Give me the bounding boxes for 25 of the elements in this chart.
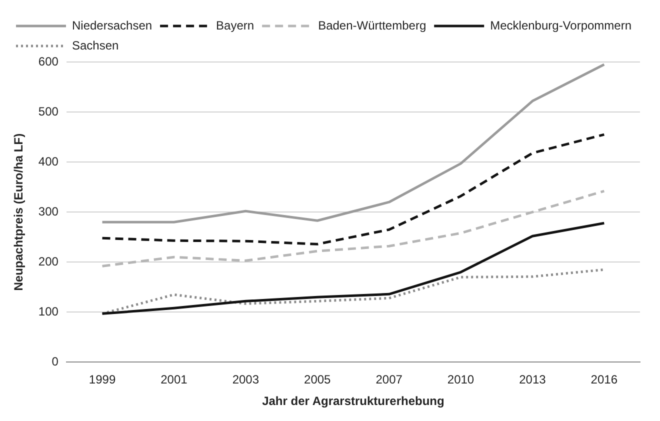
y-tick-label: 0	[52, 354, 59, 369]
x-tick-label: 1999	[88, 372, 116, 387]
legend-label: Bayern	[216, 18, 254, 32]
line-series	[101, 190, 606, 268]
x-tick-label: 2005	[304, 372, 332, 387]
y-tick-label: 300	[38, 204, 59, 218]
x-tick-label: 2003	[232, 372, 260, 387]
y-axis-title: Neupachtpreis (Euro/ha LF)	[12, 133, 26, 291]
x-tick-label: 2001	[160, 372, 188, 387]
line-series	[101, 268, 606, 315]
x-tick-label: 2013	[519, 372, 546, 387]
x-tick-label: 2007	[376, 372, 403, 387]
line-series	[101, 133, 606, 246]
legend-label: Sachsen	[72, 38, 119, 52]
x-tick-label: 2016	[590, 372, 618, 387]
y-tick-label: 100	[38, 304, 59, 318]
y-tick-label: 500	[38, 104, 59, 118]
y-tick-label: 400	[38, 154, 59, 168]
x-tick-label: 2010	[447, 372, 474, 387]
legend-label: Niedersachsen	[72, 18, 152, 32]
x-axis-title: Jahr der Agrarstrukturerhebung	[262, 394, 444, 408]
legend-label: Mecklenburg-Vorpommern	[490, 18, 632, 32]
y-tick-label: 600	[38, 54, 59, 68]
y-tick-label: 200	[38, 254, 59, 268]
legend-label: Baden-Württemberg	[318, 18, 426, 32]
